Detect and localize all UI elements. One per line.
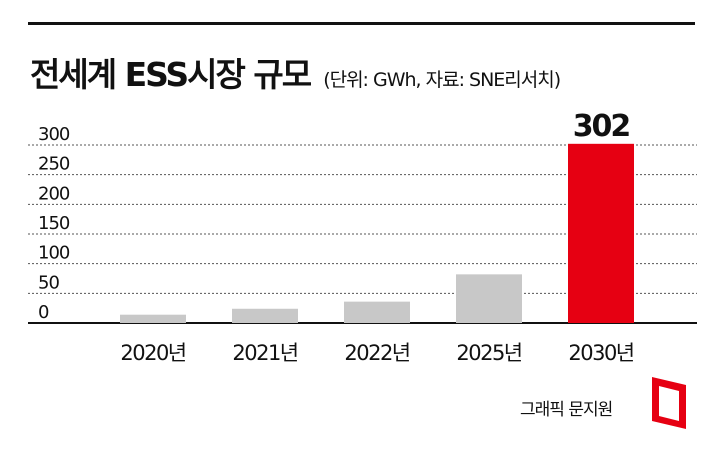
y-tick-label: 100 [38,243,70,264]
y-tick-label: 50 [38,272,59,293]
chart-title: 전세계 ESS시장 규모 [30,55,312,94]
x-tick-label: 2030년 [568,341,633,365]
bar-2030년 [568,143,634,323]
graphic-credit: 그래픽 문지원 [520,400,613,420]
y-tick-label: 200 [38,183,70,204]
newspaper-logo-icon [652,377,686,429]
x-tick-label: 2025년 [456,341,521,365]
x-tick-label: 2020년 [120,341,185,365]
bar-2020년 [120,314,186,323]
y-tick-label: 250 [38,154,70,175]
bar-2021년 [232,308,298,323]
x-tick-label: 2022년 [344,341,409,365]
title-row: 전세계 ESS시장 규모 (단위: GWh, 자료: SNE리서치) [30,48,561,96]
bar-2022년 [344,301,410,323]
top-rule [28,22,695,25]
chart-subtitle: (단위: GWh, 자료: SNE리서치) [323,69,561,91]
bar-2025년 [456,274,522,323]
y-tick-label: 300 [38,124,70,145]
data-label: 302 [573,109,630,144]
y-tick-label: 150 [38,213,70,234]
y-tick-label: 0 [38,302,49,323]
x-tick-label: 2021년 [232,341,297,365]
